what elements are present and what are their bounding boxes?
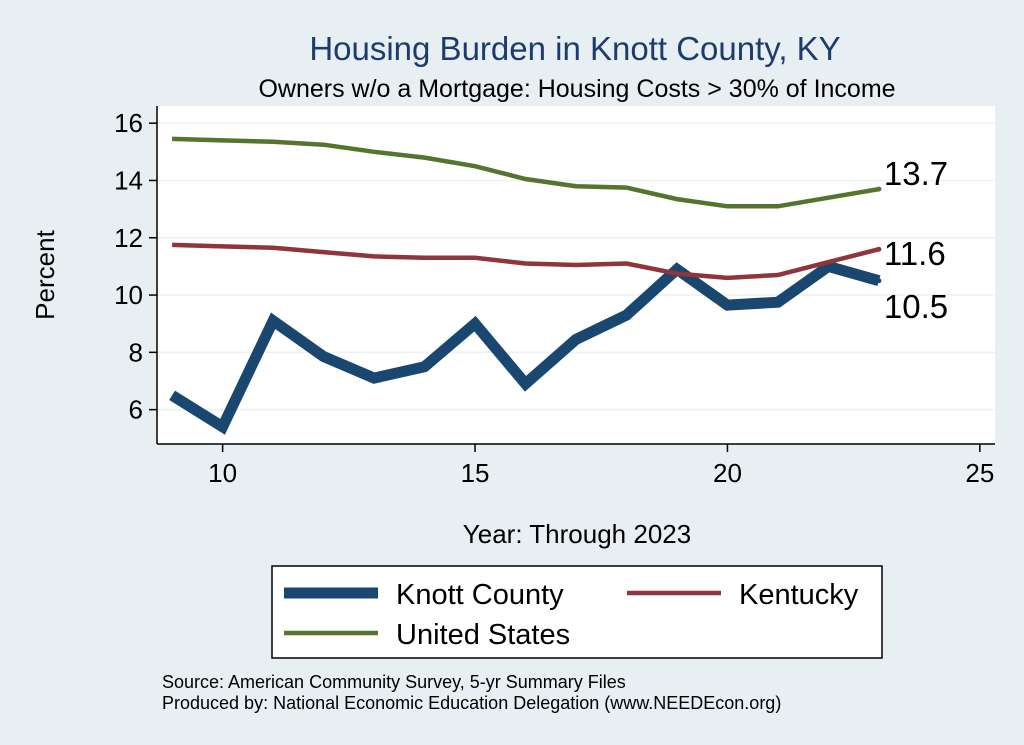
y-tick-label-14: 14	[114, 165, 143, 195]
series-lines	[169, 136, 882, 435]
legend-label-knott-county: Knott County	[396, 579, 564, 611]
x-tick-label-20: 20	[713, 458, 742, 488]
chart-subtitle: Owners w/o a Mortgage: Housing Costs > 3…	[258, 75, 895, 103]
series-line-knott-county	[169, 260, 881, 435]
source-note: Source: American Community Survey, 5-yr …	[162, 672, 626, 692]
x-tick-label-15: 15	[461, 458, 490, 488]
end-label-knott-county: 10.5	[884, 288, 948, 325]
end-label-kentucky: 11.6	[884, 235, 946, 272]
end-point-knott-county	[876, 278, 882, 284]
y-axis-title: Percent	[30, 229, 60, 319]
y-tick-label-12: 12	[114, 223, 143, 253]
y-tick-label-16: 16	[114, 108, 143, 138]
axes: 6 8 10 12 14 16 10 15 20 25	[114, 106, 995, 488]
gridlines	[157, 122, 995, 411]
end-labels: 10.5 11.6 13.7	[884, 155, 948, 325]
end-point-kentucky	[876, 246, 882, 252]
y-tick-label-6: 6	[129, 395, 143, 425]
series-line-kentucky	[172, 242, 880, 281]
legend: Knott County Kentucky United States	[284, 579, 859, 651]
legend-label-united-states: United States	[396, 619, 570, 651]
x-tick-label-10: 10	[208, 458, 237, 488]
end-point-united-states	[876, 186, 882, 192]
chart-title: Housing Burden in Knott County, KY	[309, 30, 840, 67]
x-tick-label-25: 25	[965, 458, 994, 488]
end-label-united-states: 13.7	[884, 155, 948, 192]
legend-label-kentucky: Kentucky	[739, 579, 859, 611]
produced-by-note: Produced by: National Economic Education…	[162, 693, 781, 713]
x-axis-title: Year: Through 2023	[463, 519, 691, 549]
legend-box	[271, 565, 883, 659]
series-line-united-states	[172, 136, 880, 209]
y-tick-label-8: 8	[129, 337, 143, 367]
y-tick-label-10: 10	[114, 280, 143, 310]
